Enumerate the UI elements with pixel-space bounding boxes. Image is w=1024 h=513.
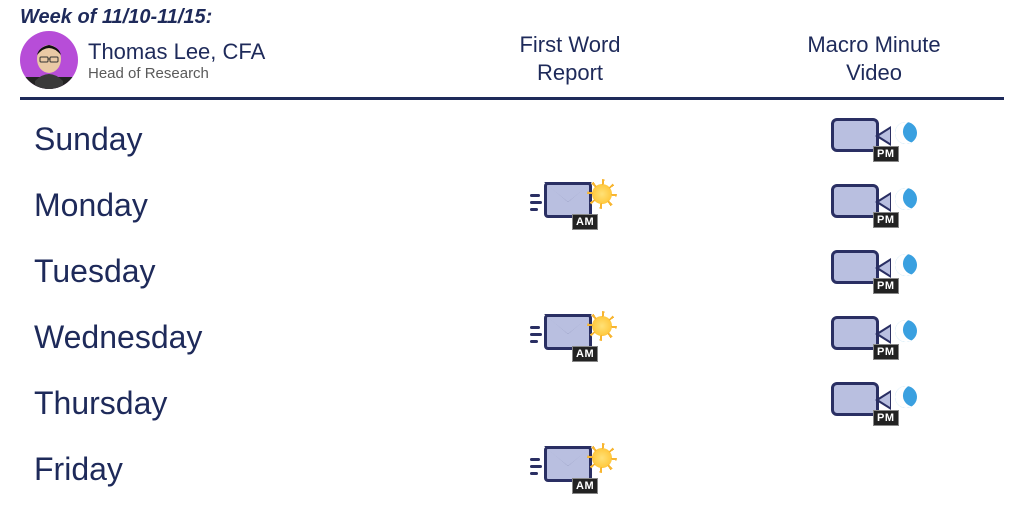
day-name: Wednesday	[20, 319, 440, 356]
day-name: Friday	[20, 451, 440, 488]
video-pm-icon: PM	[831, 380, 917, 426]
video-pm-icon: PM	[831, 314, 917, 360]
report-cell: AM	[440, 182, 700, 228]
am-tag: AM	[572, 214, 598, 230]
am-tag: AM	[572, 478, 598, 494]
moon-icon	[892, 251, 920, 279]
pm-tag: PM	[873, 344, 899, 360]
report-cell: AM	[440, 446, 700, 492]
sun-icon	[592, 316, 612, 336]
sun-icon	[592, 448, 612, 468]
video-cell: PM	[744, 182, 1004, 228]
schedule-rows: Sunday PM Monday AM PM Tuesday PM Wednes…	[20, 106, 1004, 502]
column-header-report: First WordReport	[440, 31, 700, 86]
video-cell: PM	[744, 314, 1004, 360]
video-cell: PM	[744, 248, 1004, 294]
video-pm-icon: PM	[831, 248, 917, 294]
moon-icon	[892, 317, 920, 345]
pm-tag: PM	[873, 146, 899, 162]
report-cell: AM	[440, 314, 700, 360]
author-block: Thomas Lee, CFA Head of Research	[20, 31, 440, 89]
am-tag: AM	[572, 346, 598, 362]
table-row: Thursday PM	[20, 370, 1004, 436]
video-pm-icon: PM	[831, 116, 917, 162]
pm-tag: PM	[873, 410, 899, 426]
author-role: Head of Research	[88, 65, 265, 82]
video-cell: PM	[744, 380, 1004, 426]
video-cell: PM	[744, 116, 1004, 162]
email-am-icon: AM	[530, 182, 610, 228]
moon-icon	[892, 383, 920, 411]
email-am-icon: AM	[530, 314, 610, 360]
day-name: Monday	[20, 187, 440, 224]
day-name: Sunday	[20, 121, 440, 158]
column-header-video: Macro MinuteVideo	[744, 31, 1004, 86]
author-name: Thomas Lee, CFA	[88, 39, 265, 65]
header-row: Thomas Lee, CFA Head of Research First W…	[20, 31, 1004, 100]
sun-icon	[592, 184, 612, 204]
schedule-table: Week of 11/10-11/15: Thomas Lee, CFA Hea…	[0, 0, 1024, 502]
email-am-icon: AM	[530, 446, 610, 492]
table-row: Friday AM	[20, 436, 1004, 502]
day-name: Thursday	[20, 385, 440, 422]
moon-icon	[892, 185, 920, 213]
moon-icon	[892, 119, 920, 147]
week-label: Week of 11/10-11/15:	[20, 6, 1004, 29]
table-row: Sunday PM	[20, 106, 1004, 172]
pm-tag: PM	[873, 212, 899, 228]
pm-tag: PM	[873, 278, 899, 294]
avatar	[20, 31, 78, 89]
day-name: Tuesday	[20, 253, 440, 290]
author-text: Thomas Lee, CFA Head of Research	[88, 39, 265, 82]
table-row: Tuesday PM	[20, 238, 1004, 304]
table-row: Monday AM PM	[20, 172, 1004, 238]
table-row: Wednesday AM PM	[20, 304, 1004, 370]
video-pm-icon: PM	[831, 182, 917, 228]
